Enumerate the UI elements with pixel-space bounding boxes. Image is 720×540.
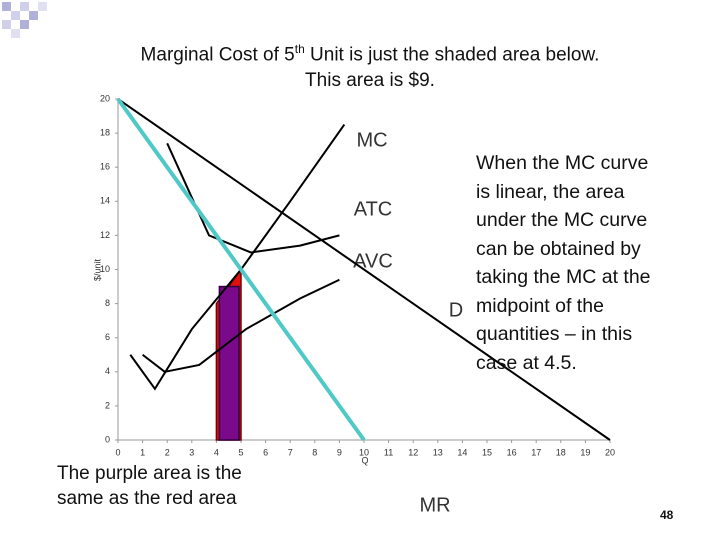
x-tick-label: 4 bbox=[214, 447, 219, 457]
x-tick-label: 14 bbox=[457, 447, 467, 457]
x-tick-label: 15 bbox=[482, 447, 492, 457]
x-tick-label: 3 bbox=[189, 447, 194, 457]
curve-2 bbox=[141, 278, 340, 373]
y-tick-label: 2 bbox=[105, 400, 110, 410]
y-tick-label: 18 bbox=[100, 127, 110, 137]
note-left: The purple area is the same as the red ar… bbox=[57, 461, 242, 511]
x-tick-label: 9 bbox=[337, 447, 342, 457]
title-text: Unit is just the shaded area below. bbox=[304, 44, 600, 66]
title-line: Marginal Cost of 5th Unit is just the sh… bbox=[40, 36, 700, 68]
curve-label: AVC bbox=[353, 250, 393, 272]
y-tick-label: 20 bbox=[100, 93, 110, 103]
x-tick-label: 12 bbox=[408, 447, 418, 457]
curve-label: MC bbox=[356, 129, 387, 151]
y-axis-label: $/unit bbox=[92, 258, 102, 281]
title-text: Marginal Cost of 5 bbox=[140, 44, 295, 66]
note-line: taking the MC at the bbox=[476, 266, 651, 288]
x-tick-label: 7 bbox=[288, 447, 293, 457]
y-tick-label: 0 bbox=[105, 434, 110, 444]
note-line: When the MC curve bbox=[476, 152, 649, 174]
subtitle: This area is $9. bbox=[305, 70, 435, 92]
y-tick-label: 4 bbox=[105, 366, 110, 376]
x-tick-label: 16 bbox=[507, 447, 517, 457]
x-tick-label: 2 bbox=[165, 447, 170, 457]
x-tick-label: 8 bbox=[312, 447, 317, 457]
x-tick-label: 6 bbox=[263, 447, 268, 457]
x-tick-label: 17 bbox=[531, 447, 541, 457]
y-tick-label: 6 bbox=[105, 332, 110, 342]
y-tick-label: 16 bbox=[100, 162, 110, 172]
y-tick-label: 14 bbox=[100, 196, 110, 206]
note-line: quantities – in this bbox=[476, 323, 633, 345]
curve-label: MR bbox=[419, 494, 450, 516]
curve-label: ATC bbox=[354, 198, 393, 220]
x-tick-label: 0 bbox=[115, 447, 120, 457]
y-tick-label: 8 bbox=[105, 298, 110, 308]
note-line: under the MC curve bbox=[476, 209, 648, 231]
y-tick-label: 12 bbox=[100, 230, 110, 240]
curve-4 bbox=[116, 97, 366, 442]
x-axis-label: Q bbox=[361, 455, 368, 465]
note-line: is linear, the area bbox=[476, 180, 625, 203]
corner-decoration bbox=[2, 2, 47, 38]
curve-0 bbox=[129, 123, 346, 391]
page-number: 48 bbox=[660, 508, 674, 522]
x-tick-label: 18 bbox=[556, 447, 566, 457]
x-tick-label: 20 bbox=[605, 447, 615, 457]
slide-title: Marginal Cost of 5th Unit is just the sh… bbox=[40, 36, 700, 94]
note-right: When the MC curve is linear, the area unde… bbox=[476, 149, 651, 377]
x-tick-label: 19 bbox=[580, 447, 590, 457]
x-tick-label: 5 bbox=[238, 447, 243, 457]
curve-1 bbox=[166, 142, 340, 254]
note-line: midpoint of the bbox=[476, 294, 604, 317]
x-tick-label: 13 bbox=[433, 447, 443, 457]
purple-area bbox=[218, 285, 240, 441]
curve-label: D bbox=[449, 299, 463, 321]
note-line: same as the red area bbox=[57, 488, 237, 509]
note-line: The purple area is the bbox=[57, 463, 242, 484]
curve-3 bbox=[117, 98, 611, 441]
x-tick-label: 11 bbox=[384, 447, 393, 457]
title-superscript: th bbox=[294, 42, 305, 56]
x-tick-label: 1 bbox=[140, 447, 145, 457]
x-tick-label: 10 bbox=[359, 447, 369, 457]
y-tick-label: 10 bbox=[100, 264, 110, 274]
note-line: can be obtained by bbox=[476, 237, 641, 260]
note-line: case at 4.5. bbox=[476, 351, 577, 374]
